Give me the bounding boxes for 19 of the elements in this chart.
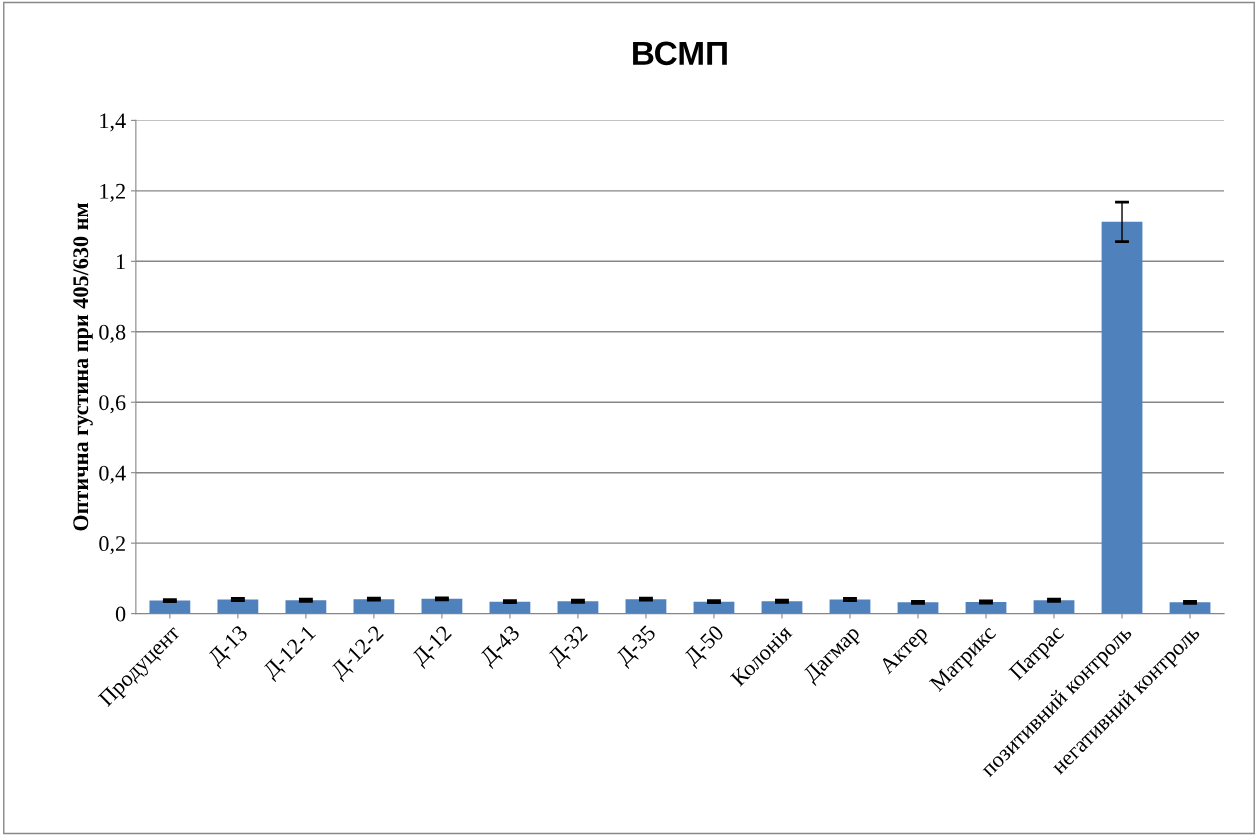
bar (897, 602, 939, 614)
bar (353, 599, 395, 614)
bar (285, 600, 327, 614)
bar (1169, 602, 1211, 614)
y-tick-label: 0,4 (99, 465, 126, 484)
y-tick-label: 0 (115, 606, 126, 622)
bar (217, 599, 259, 614)
chart-title: ВСМП (633, 41, 727, 66)
y-tick-label: 1,4 (100, 113, 126, 132)
bar (421, 598, 463, 614)
y-tick-label: 1 (116, 254, 125, 270)
y-tick-label: 0,6 (99, 395, 126, 414)
y-tick-label: 0,8 (99, 324, 126, 343)
bar (149, 600, 191, 614)
bar (829, 599, 871, 614)
bar (1101, 221, 1143, 614)
y-axis-title: Оптична густина при 405/630 нм (73, 203, 93, 531)
y-tick-label: 1,2 (100, 183, 125, 202)
y-tick-label: 0,2 (99, 536, 125, 555)
